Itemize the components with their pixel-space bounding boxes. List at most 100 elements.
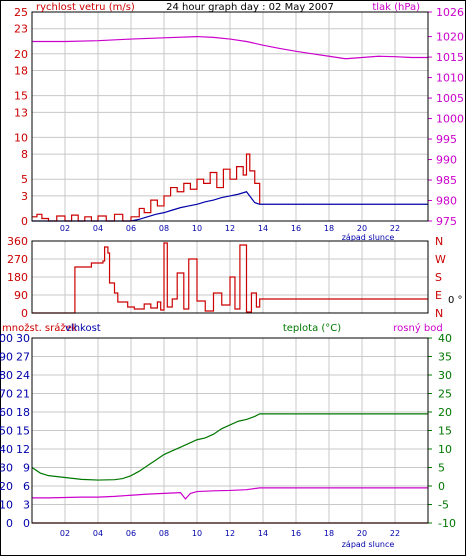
x-tick-label-bottom: 02 bbox=[60, 529, 70, 538]
rain-tick-label: 0 bbox=[6, 517, 13, 530]
wind-tick-label: 10 bbox=[14, 131, 28, 144]
wind-tick-label: 13 bbox=[14, 106, 28, 119]
x-tick-label-bottom: 22 bbox=[390, 529, 400, 538]
wind-tick-label: 0 bbox=[21, 215, 28, 228]
humidity-tick-label: 12 bbox=[16, 443, 30, 456]
temperature-tick-label: 30 bbox=[438, 369, 452, 382]
pressure-tick-label: 975 bbox=[436, 215, 457, 228]
pressure-tick-label: 995 bbox=[436, 133, 457, 146]
label-layer: rychlost vetru (m/s) 24 hour graph day :… bbox=[0, 2, 464, 549]
chart-title: 24 hour graph day : 02 May 2007 bbox=[166, 2, 334, 13]
compass-tick-label: N bbox=[435, 307, 443, 320]
wind-tick-label: 5 bbox=[21, 173, 28, 186]
humidity-tick-label: 21 bbox=[16, 388, 30, 401]
x-tick-label-bottom: 18 bbox=[324, 529, 334, 538]
humidity-tick-label: 9 bbox=[23, 462, 30, 475]
rain-tick-label: 70 bbox=[0, 388, 13, 401]
pressure-series bbox=[32, 35, 428, 60]
pressure-tick-label: 990 bbox=[436, 154, 457, 167]
pressure-tick-label: 980 bbox=[436, 195, 457, 208]
temperature-tick-label: 40 bbox=[438, 332, 452, 345]
direction-tick-label: 180 bbox=[7, 271, 28, 284]
x-tick-label-top: 14 bbox=[258, 224, 268, 233]
sunset-label-top: západ slunce bbox=[342, 233, 395, 242]
panel-1-frame bbox=[31, 240, 429, 314]
direction-tick-label: 0 bbox=[21, 307, 28, 320]
rain-tick-label: 80 bbox=[0, 369, 13, 382]
compass-tick-label: S bbox=[435, 271, 442, 284]
rain-axis-label: množst. srážek bbox=[2, 322, 78, 334]
temperature-tick-label: -10 bbox=[438, 517, 456, 530]
wind-tick-label: 23 bbox=[14, 23, 28, 36]
x-tick-label-bottom: 08 bbox=[159, 529, 169, 538]
wind-tick-label: 15 bbox=[14, 90, 28, 103]
direction-tick-label: 270 bbox=[7, 253, 28, 266]
x-tick-label-top: 10 bbox=[192, 224, 202, 233]
wind-tick-label: 18 bbox=[14, 65, 28, 78]
rain-tick-label: 10 bbox=[0, 499, 13, 512]
x-tick-label-top: 04 bbox=[93, 224, 103, 233]
temperature-tick-label: 10 bbox=[438, 443, 452, 456]
compass-tick-label: W bbox=[435, 253, 446, 266]
humidity-tick-label: 30 bbox=[16, 332, 30, 345]
sunset-label-bottom: západ slunce bbox=[342, 540, 395, 549]
x-tick-label-top: 08 bbox=[159, 224, 169, 233]
x-tick-label-top: 06 bbox=[126, 224, 136, 233]
dewpoint-axis-label: rosný bod bbox=[393, 322, 442, 334]
direction-zero-label: 0 ° bbox=[448, 295, 463, 306]
temperature-series bbox=[31, 413, 428, 481]
rain-tick-label: 60 bbox=[0, 406, 13, 419]
x-tick-label-bottom: 14 bbox=[258, 529, 268, 538]
pressure-tick-label: 1005 bbox=[436, 92, 464, 105]
x-tick-label-bottom: 10 bbox=[192, 529, 202, 538]
rain-tick-label: 40 bbox=[0, 443, 13, 456]
x-tick-label-top: 18 bbox=[324, 224, 334, 233]
direction-tick-label: 90 bbox=[14, 289, 28, 302]
pressure-axis-label: tlak (hPa) bbox=[372, 2, 420, 13]
x-tick-label-top: 16 bbox=[291, 224, 301, 233]
x-tick-label-top: 22 bbox=[390, 224, 400, 233]
humidity-tick-label: 15 bbox=[16, 425, 30, 438]
humidity-tick-label: 3 bbox=[23, 499, 30, 512]
humidity-tick-label: 27 bbox=[16, 351, 30, 364]
rain-tick-label: 50 bbox=[0, 425, 13, 438]
x-tick-label-top: 02 bbox=[60, 224, 70, 233]
rain-tick-label: 20 bbox=[0, 480, 13, 493]
temperature-tick-label: 5 bbox=[438, 462, 445, 475]
compass-tick-label: E bbox=[435, 289, 442, 302]
temperature-tick-label: 20 bbox=[438, 406, 452, 419]
pressure-tick-label: 1010 bbox=[436, 72, 464, 85]
pressure-tick-label: 1015 bbox=[436, 51, 464, 64]
rain-tick-label: 100 bbox=[0, 332, 13, 345]
humidity-axis-label: vlhkost bbox=[65, 323, 101, 334]
temperature-tick-label: 15 bbox=[438, 425, 452, 438]
wind-axis-label: rychlost vetru (m/s) bbox=[36, 2, 135, 13]
wind-tick-label: 3 bbox=[21, 190, 28, 203]
wind_avg-series bbox=[32, 191, 428, 222]
temperature-tick-label: 0 bbox=[438, 480, 445, 493]
humidity-tick-label: 0 bbox=[23, 517, 30, 530]
compass-tick-label: N bbox=[435, 235, 443, 248]
rain-tick-label: 90 bbox=[0, 351, 13, 364]
dewpoint-series bbox=[32, 487, 428, 500]
wind-series bbox=[32, 153, 261, 222]
wind-tick-label: 8 bbox=[21, 148, 28, 161]
temperature-axis-label: teplota (°C) bbox=[283, 323, 341, 334]
pressure-tick-label: 1026 bbox=[436, 6, 464, 19]
humidity-tick-label: 18 bbox=[16, 406, 30, 419]
x-tick-label-bottom: 16 bbox=[291, 529, 301, 538]
wind-tick-label: 25 bbox=[14, 6, 28, 19]
rain-tick-label: 30 bbox=[0, 462, 13, 475]
x-tick-label-bottom: 06 bbox=[126, 529, 136, 538]
panel-2-frame bbox=[31, 337, 429, 524]
panel-0-frame bbox=[31, 11, 429, 222]
x-tick-label-top: 20 bbox=[357, 224, 367, 233]
x-tick-label-bottom: 20 bbox=[357, 529, 367, 538]
direction-tick-label: 360 bbox=[7, 235, 28, 248]
x-tick-label-bottom: 04 bbox=[93, 529, 103, 538]
temperature-tick-label: -5 bbox=[438, 499, 449, 512]
direction-series bbox=[32, 242, 428, 314]
